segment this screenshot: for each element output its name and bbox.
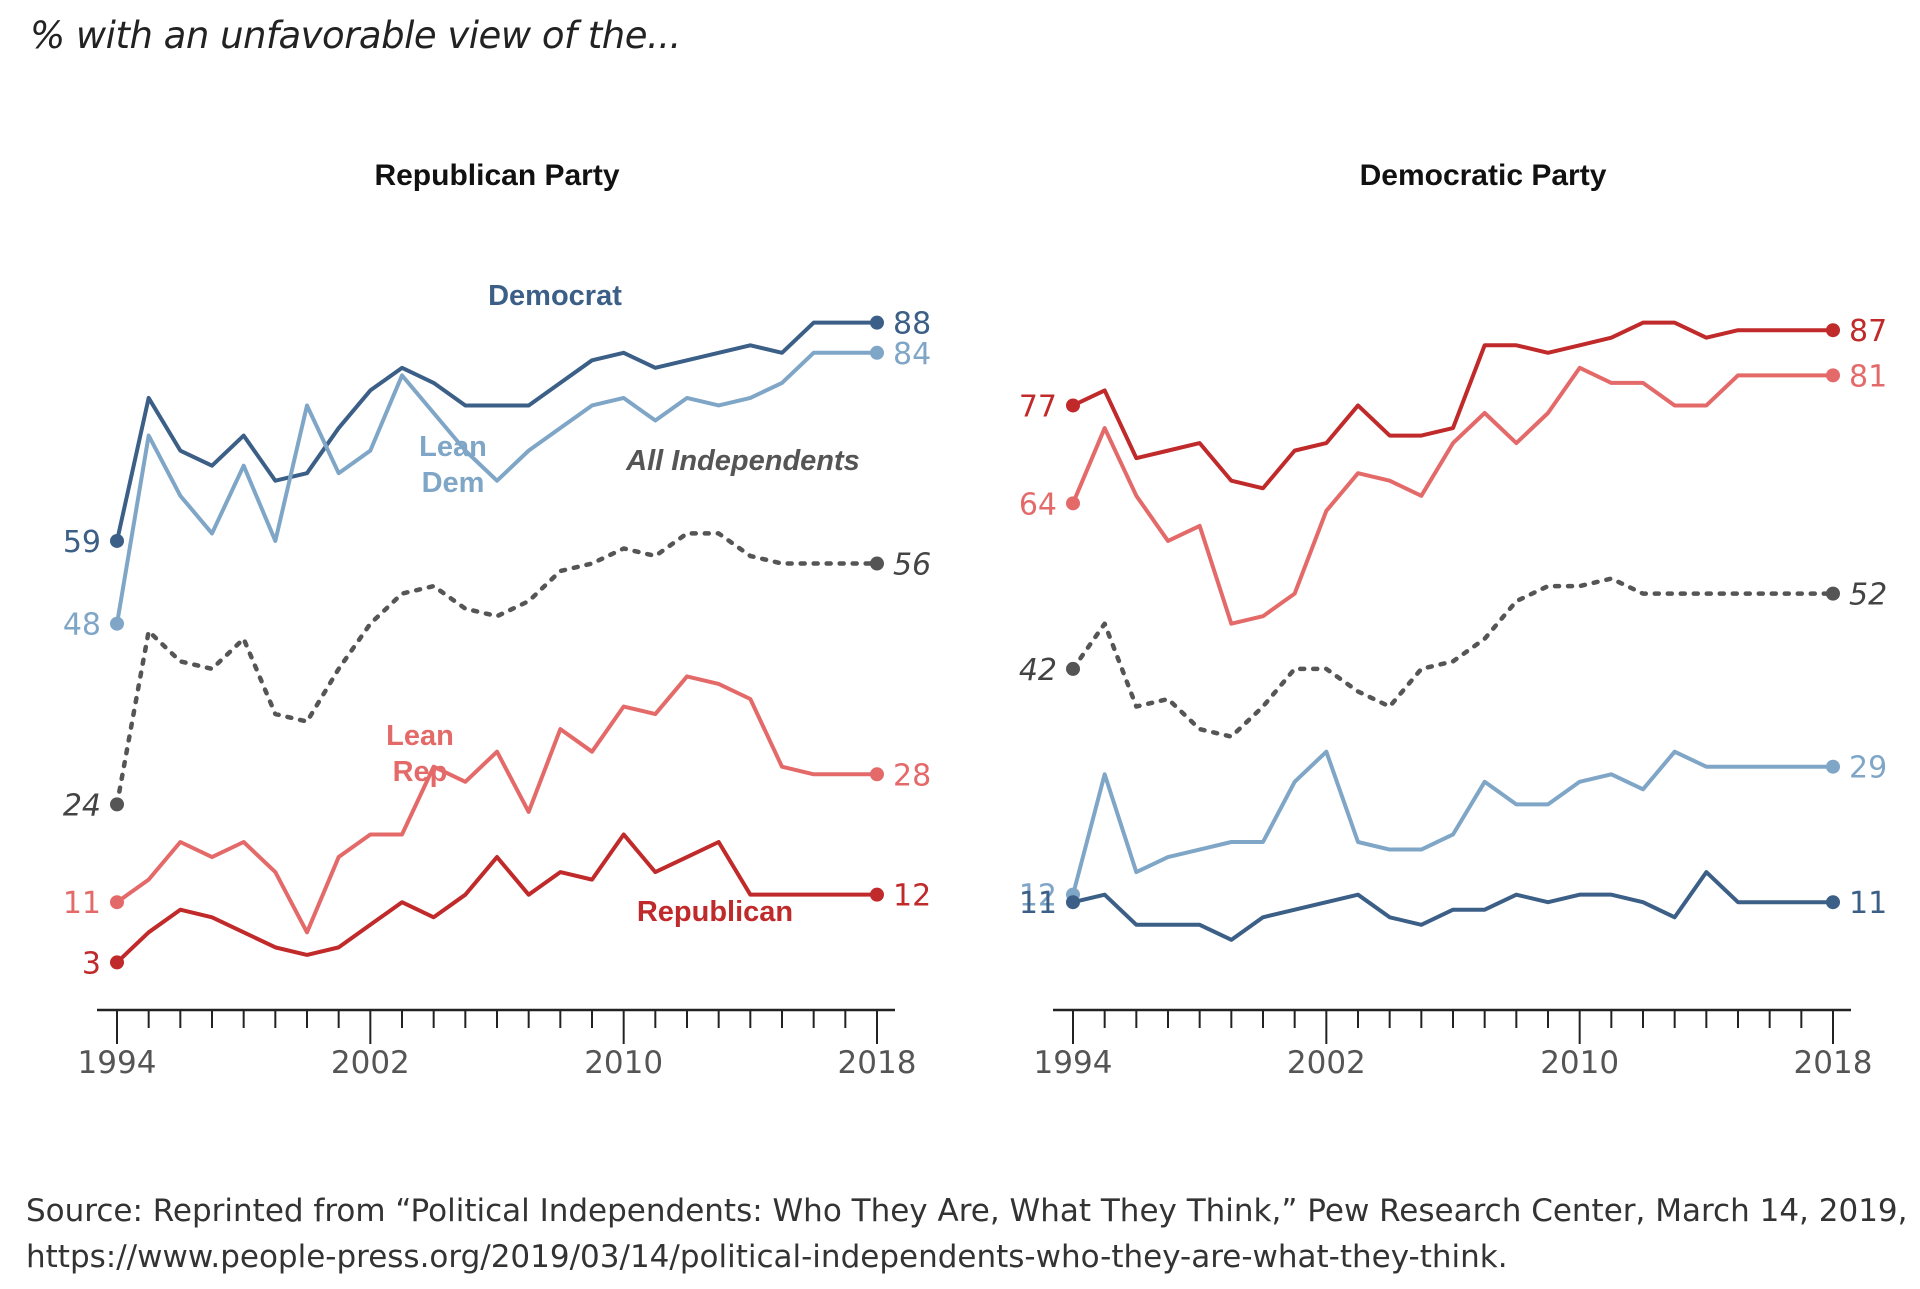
series-name-label-democrat: Democrat (488, 280, 622, 312)
series-line-all-independents (1070, 576, 1836, 739)
series-name-line: Lean (419, 431, 487, 463)
series-end-label: 52 (1849, 578, 1887, 613)
series-line-democrat (1071, 870, 1835, 942)
series-end-label: 88 (893, 307, 931, 342)
series-start-point (110, 797, 124, 812)
series-start-label: 24 (63, 788, 101, 823)
series-name-line: Republican (637, 896, 793, 928)
x-tick-label: 1994 (78, 1045, 157, 1081)
series-name-line: Lean (386, 720, 454, 752)
series-end-label: 29 (1849, 751, 1887, 786)
series-end-label: 81 (1849, 359, 1887, 394)
series-line-lean-dem (1071, 749, 1835, 897)
series-line-republican (1071, 320, 1835, 491)
chart-republican-party: Republican Party 1994 2002 2010 2018 59 88 48 84… (63, 159, 931, 1081)
series-name-label-lean-dem: Lean Dem (419, 431, 487, 499)
series-line-lean-rep (1071, 365, 1835, 626)
series-start-label: 77 (1019, 389, 1057, 424)
series-start-point (1066, 496, 1080, 511)
x-tick-label: 2010 (1540, 1045, 1619, 1081)
series-start-label: 3 (82, 946, 101, 981)
series-start-label: 64 (1019, 487, 1057, 522)
series-end-label: 87 (1849, 314, 1887, 349)
series-end-point (1826, 759, 1840, 774)
series-end-point (870, 345, 884, 360)
series-end-label: 28 (893, 758, 931, 793)
series-start-point (110, 533, 124, 548)
series-name-line: All Independents (625, 445, 860, 477)
series-start-label: 48 (63, 608, 101, 643)
series-start-label: 11 (1019, 886, 1057, 921)
series-name-label-all-independents: All Independents (625, 445, 860, 477)
series-end-point (870, 315, 884, 330)
chart-subtitle: % with an unfavorable view of the... (30, 14, 681, 57)
series-start-label: 11 (63, 886, 101, 921)
series-end-label: 56 (893, 548, 931, 583)
series-end-label: 11 (1849, 886, 1887, 921)
series-end-point (870, 767, 884, 782)
series-end-point (870, 887, 884, 902)
series-name-line: Democrat (488, 280, 622, 312)
series-end-point (1826, 323, 1840, 338)
series-end-label: 12 (893, 879, 931, 914)
x-tick-label: 2002 (331, 1045, 410, 1081)
series-start-point (110, 955, 124, 970)
series-end-point (870, 556, 884, 571)
series-start-point (110, 616, 124, 631)
series-start-label: 59 (63, 525, 101, 560)
x-tick-label: 2010 (584, 1045, 663, 1081)
x-tick-label: 2018 (838, 1045, 917, 1081)
series-start-label: 12 (1019, 879, 1057, 914)
series-line-all-independents (114, 531, 880, 807)
series-end-label: 84 (893, 337, 931, 372)
series-end-point (1826, 368, 1840, 383)
series-start-point (1066, 895, 1080, 910)
series-name-label-republican: Republican (637, 896, 793, 928)
source-line-1: Source: Reprinted from “Political Indepe… (26, 1193, 1908, 1229)
chart-title: Republican Party (374, 159, 619, 192)
series-name-line: Dem (422, 467, 485, 499)
series-name-label-lean-rep: Lean Rep (386, 720, 454, 788)
series-line-lean-rep (115, 674, 879, 935)
x-tick-label: 1994 (1034, 1045, 1113, 1081)
source-note: Source: Reprinted from “Political Indepe… (26, 1188, 1908, 1280)
series-line-republican (115, 832, 879, 965)
series-name-line: Rep (393, 756, 448, 788)
series-start-point (110, 895, 124, 910)
series-start-point (1066, 398, 1080, 413)
series-start-point (1066, 661, 1080, 676)
chart-title: Democratic Party (1360, 159, 1607, 192)
series-end-point (1826, 895, 1840, 910)
x-tick-label: 2002 (1287, 1045, 1366, 1081)
series-start-label: 42 (1019, 653, 1057, 688)
series-line-lean-dem (115, 350, 879, 626)
source-line-2: https://www.people-press.org/2019/03/14/… (26, 1239, 1508, 1275)
series-line-democrat (115, 320, 879, 543)
x-tick-label: 2018 (1794, 1045, 1873, 1081)
series-end-point (1826, 586, 1840, 601)
chart-democratic-party: Democratic Party 1994 2002 2010 2018 77 87 64 81… (1019, 159, 1887, 1081)
